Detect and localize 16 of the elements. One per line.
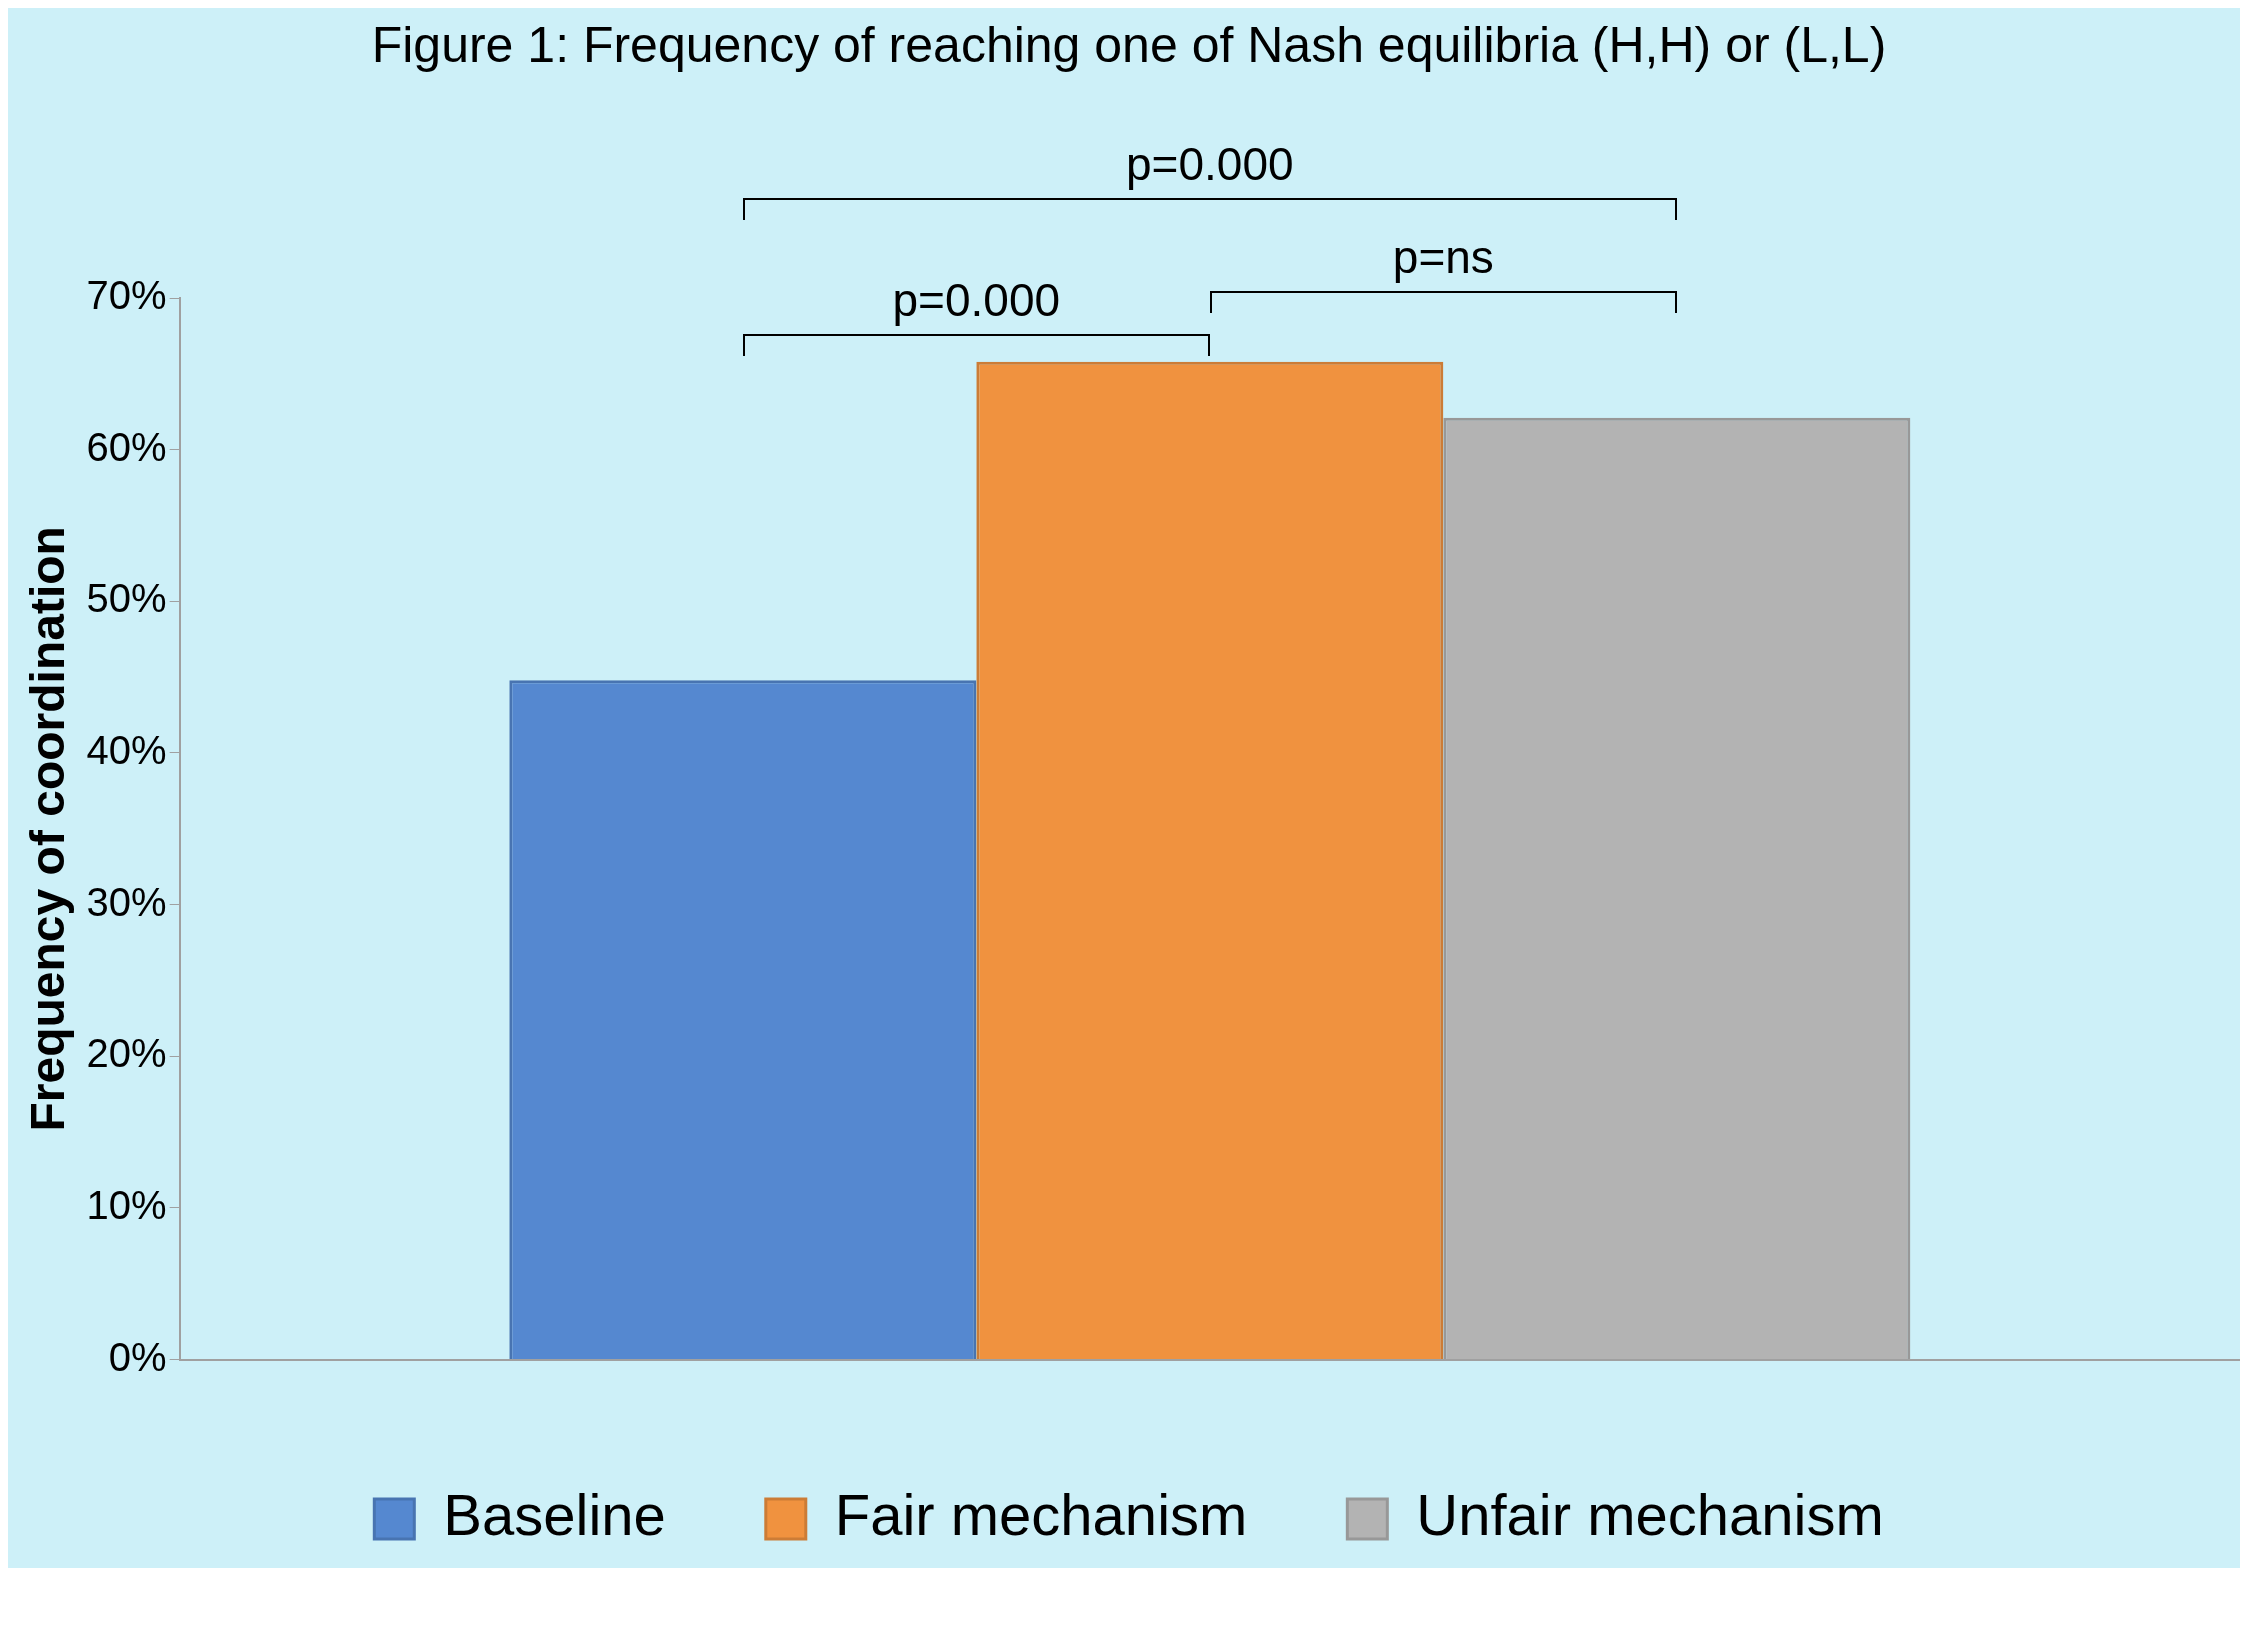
y-tick-label: 70% [86,273,167,318]
text: p=0.000 [1125,137,1295,192]
legend-label: Fair mechanism [834,1482,1248,1547]
legend-label: Unfair mechanism [1416,1482,1884,1547]
y-tick-label: 0% [108,1334,167,1379]
text: p=ns [1391,230,1495,285]
y-tick-label: 20% [86,1031,167,1076]
y-axis-title: Frequency of coordination [21,526,75,1132]
y-tick-label: 60% [86,424,167,469]
y-tick-label: 10% [86,1182,167,1227]
annotation: p=0.000 [891,273,1062,328]
legend-label: Baseline [443,1482,666,1547]
y-tick-label: 50% [86,576,167,621]
y-tick-label: 40% [86,728,167,772]
chart-title: Figure 1: Frequency of reaching one of Nash equilibria (H,H) or (L,L) [371,16,1887,73]
y-tick-label: 30% [86,879,167,924]
